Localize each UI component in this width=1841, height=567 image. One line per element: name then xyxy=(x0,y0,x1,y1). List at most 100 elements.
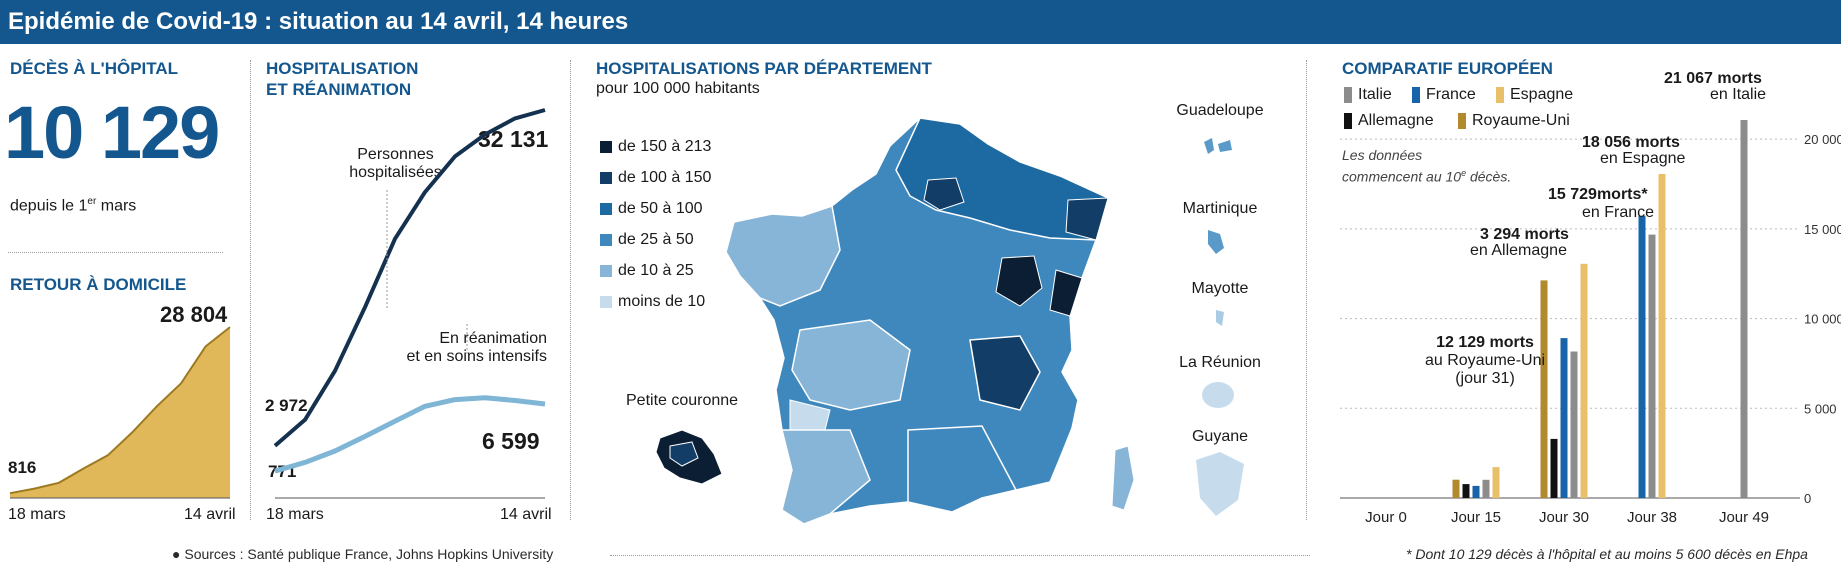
map-legend-item: de 100 à 150 xyxy=(600,169,711,187)
annot-france-1: 15 729morts* xyxy=(1548,186,1648,203)
footer-rule xyxy=(610,555,1310,556)
bar-royaume-uni xyxy=(1540,280,1548,498)
legend-swatch xyxy=(1344,86,1352,103)
map-region-south xyxy=(907,425,1018,513)
overseas-label: Martinique xyxy=(1182,200,1258,217)
overseas-label: Guadeloupe xyxy=(1176,102,1264,119)
bar-y-tick: 20 000 xyxy=(1804,132,1841,147)
bar-espagne xyxy=(1492,467,1500,498)
legend-label: de 150 à 213 xyxy=(618,138,712,155)
bar-italie xyxy=(1570,351,1578,498)
sources-footer: ● Sources : Santé publique France, Johns… xyxy=(172,546,554,562)
martinique-shape xyxy=(1208,230,1224,254)
bar-allemagne xyxy=(1550,438,1558,498)
bar-y-tick: 15 000 xyxy=(1804,222,1841,237)
legend-label: Italie xyxy=(1358,86,1392,103)
france-map xyxy=(725,117,1135,525)
bar-category-label: Jour 0 xyxy=(1365,509,1407,526)
hosp-title-line1: Hospitalisation xyxy=(266,59,419,78)
annot-ru: 12 129 morts au Royaume-Uni (jour 31) xyxy=(1424,334,1546,387)
mayotte-shape xyxy=(1216,310,1224,326)
map-legend-item: de 25 à 50 xyxy=(600,231,694,249)
retour-start-label: 816 xyxy=(8,458,37,477)
retour-area xyxy=(10,327,230,498)
hosp-chart xyxy=(273,108,546,499)
footnote: * Dont 10 129 décès à l'hôpital et au mo… xyxy=(1406,546,1808,562)
hosp-start-label: 2 972 xyxy=(265,396,308,415)
separator-3 xyxy=(1306,60,1307,520)
retour-line xyxy=(9,326,231,495)
legend-swatch xyxy=(600,295,612,308)
petite-couronne-label: Petite couronne xyxy=(626,392,739,409)
map-title: Hospitalisations par département xyxy=(596,59,932,78)
hosp-label: Personnes hospitalisées xyxy=(349,146,442,181)
retour-title: Retour à domicile xyxy=(10,275,187,294)
overseas-label: La Réunion xyxy=(1179,354,1261,371)
bar-y-tick: 0 xyxy=(1804,491,1811,506)
legend-label: Royaume-Uni xyxy=(1472,112,1570,129)
deces-big-value: 10 129 xyxy=(4,91,220,174)
annot-espagne-1: 18 056 morts xyxy=(1582,134,1680,151)
bar-legend-item: Espagne xyxy=(1496,86,1573,104)
bar-allemagne xyxy=(1462,484,1470,498)
legend-label: de 10 à 25 xyxy=(618,262,694,279)
bar-y-tick: 5 000 xyxy=(1804,401,1837,416)
bar-espagne xyxy=(1658,174,1666,498)
legend-swatch xyxy=(1412,86,1420,103)
since-text: depuis le 1er mars xyxy=(10,196,137,215)
hosp-series-0 xyxy=(273,108,546,448)
reunion-shape xyxy=(1202,382,1234,408)
annot-italie-1: 21 067 morts xyxy=(1664,70,1762,87)
legend-swatch xyxy=(600,264,612,277)
hosp-title-line2: et réanimation xyxy=(266,80,412,99)
overseas-label: Mayotte xyxy=(1191,280,1249,297)
legend-label: moins de 10 xyxy=(618,293,706,310)
hosp-x-start: 18 mars xyxy=(266,506,324,523)
bar-category-label: Jour 49 xyxy=(1719,509,1769,526)
bar-legend-item: France xyxy=(1412,86,1476,104)
bar-italie xyxy=(1482,479,1490,498)
legend-label: de 100 à 150 xyxy=(618,169,712,186)
map-region-dark1 xyxy=(995,255,1043,307)
map-legend-item: de 150 à 213 xyxy=(600,138,711,156)
map-legend-item: moins de 10 xyxy=(600,293,705,311)
comparatif-note: Les données commencent au 10e décès. xyxy=(1342,147,1512,185)
legend-swatch xyxy=(1496,86,1504,103)
legend-swatch xyxy=(1458,112,1466,129)
legend-label: de 50 à 100 xyxy=(618,200,703,217)
rea-end-label: 6 599 xyxy=(482,428,540,454)
legend-swatch xyxy=(600,140,612,153)
legend-label: de 25 à 50 xyxy=(618,231,694,248)
panel1-separator xyxy=(8,252,223,253)
map-region-west xyxy=(725,205,841,307)
retour-chart xyxy=(9,326,231,499)
annot-espagne-2: en Espagne xyxy=(1600,150,1686,167)
comparatif-title: Comparatif européen xyxy=(1342,59,1553,78)
map-legend-item: de 50 à 100 xyxy=(600,200,703,218)
legend-label: Espagne xyxy=(1510,86,1574,103)
banner-title: Epidémie de Covid-19 : situation au 14 a… xyxy=(0,0,1841,44)
map-region-southwest xyxy=(781,429,871,525)
legend-swatch xyxy=(1344,112,1352,129)
map-region-center xyxy=(791,319,911,411)
bar-legend-item: Italie xyxy=(1344,86,1392,104)
separator-2 xyxy=(570,60,571,520)
map-region-rhone xyxy=(969,335,1041,411)
map-region-paris xyxy=(923,177,965,211)
deces-title: Décès à l'hôpital xyxy=(10,59,179,78)
rea-label: En réanimation et en soins intensifs xyxy=(406,330,547,365)
bar-france xyxy=(1472,485,1480,498)
map-corsica xyxy=(1111,445,1135,511)
map-region-alsace xyxy=(1065,197,1109,241)
hosp-series-1 xyxy=(274,395,546,474)
bar-y-tick: 10 000 xyxy=(1804,312,1841,327)
legend-label: France xyxy=(1426,86,1476,103)
legend-swatch xyxy=(600,171,612,184)
annot-allemagne-1: 3 294 morts xyxy=(1480,226,1569,243)
bar-espagne xyxy=(1580,263,1588,498)
legend-swatch xyxy=(600,233,612,246)
bar-france xyxy=(1560,338,1568,498)
map-subtitle: pour 100 000 habitants xyxy=(596,80,760,97)
retour-end-label: 28 804 xyxy=(160,302,228,327)
overseas-label: Guyane xyxy=(1191,428,1249,445)
